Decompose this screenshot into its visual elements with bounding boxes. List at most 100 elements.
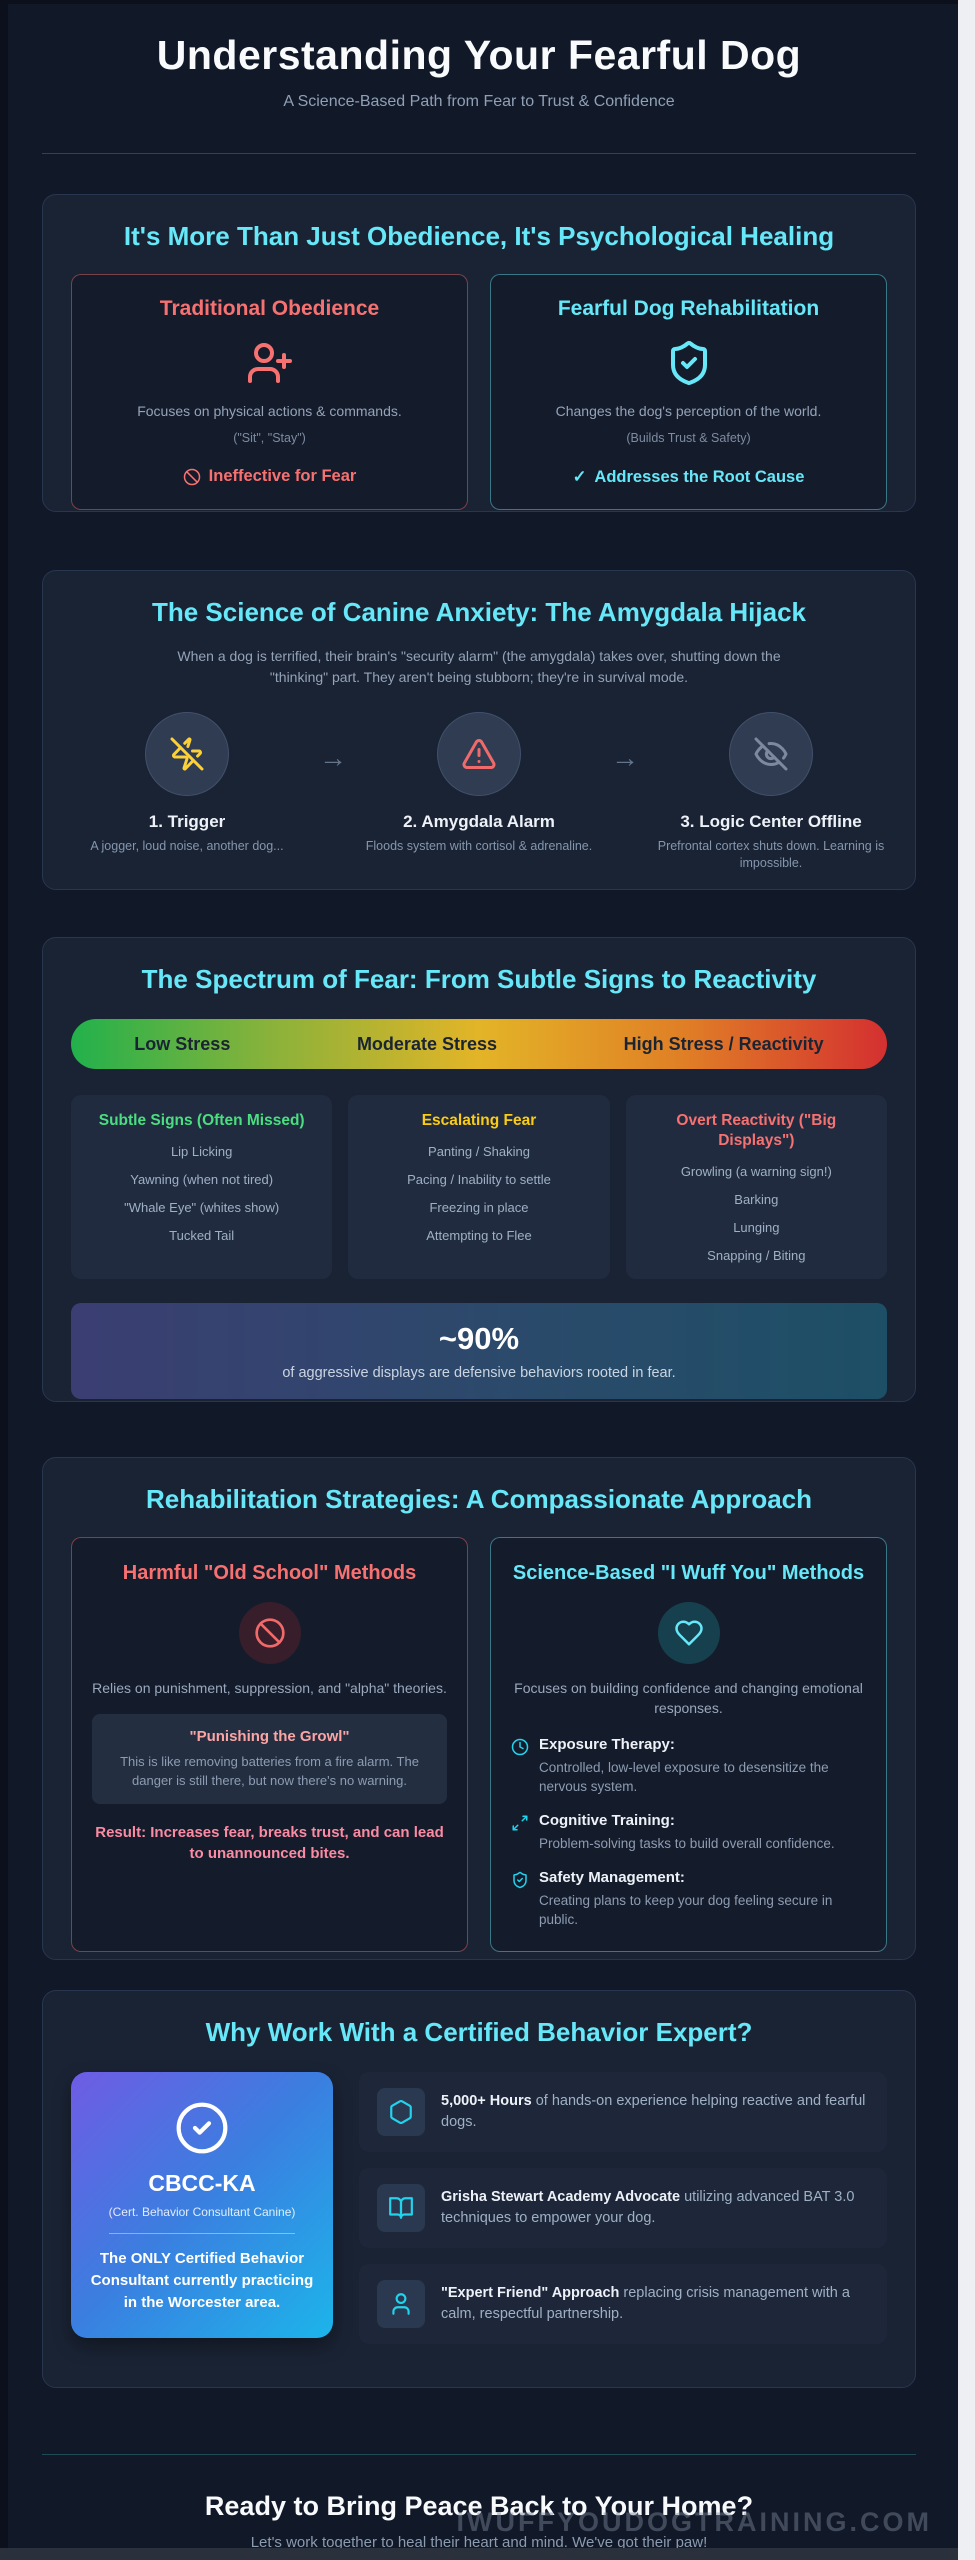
heart-icon [657,1602,720,1664]
section-amygdala-hijack: The Science of Canine Anxiety: The Amygd… [42,570,916,890]
shield-check-icon [511,1871,529,1929]
list-item: Lunging [733,1220,780,1235]
alert-triangle-icon [437,712,521,796]
callout-title: "Punishing the Growl" [189,1728,350,1745]
section-obedience-vs-rehab: It's More Than Just Obedience, It's Psyc… [42,194,916,512]
infographic-poster: Understanding Your Fearful Dog A Science… [0,0,958,2548]
list-item: Freezing in place [429,1200,529,1215]
point-rest: utilizing advanced BAT 3.0 techniques to… [441,2189,855,2226]
point-academy: Grisha Stewart Academy Advocate utilizin… [359,2168,887,2248]
point-text: 5,000+ Hours of hands-on experience help… [441,2091,869,2133]
card-title: Traditional Obedience [159,297,380,320]
card-verdict-positive: ✓ Addresses the Root Cause [511,467,866,487]
shield-check-icon [665,339,713,387]
stress-gradient-bar: Low Stress Moderate Stress High Stress /… [71,1019,887,1069]
point-text: "Expert Friend" Approach replacing crisi… [441,2283,869,2325]
footer-subtitle: Let's work together to heal their heart … [250,2534,708,2548]
check-icon: ✓ [572,468,587,486]
list-item: Growling (a warning sign!) [680,1164,832,1179]
step-logic-offline: 3. Logic Center Offline Prefrontal corte… [657,712,885,872]
step-label: 1. Trigger [148,812,226,831]
arrow-right-icon: → [611,742,639,773]
card-body: Relies on punishment, suppression, and "… [92,1680,447,1696]
section-intro: When a dog is terrified, their brain's "… [177,648,781,685]
circle-check-icon [174,2100,230,2156]
point-bold: "Expert Friend" Approach [441,2285,620,2301]
method-label: Cognitive Training: [539,1812,675,1829]
card-harmful-methods: Harmful "Old School" Methods Relies on p… [71,1537,468,1952]
card-verdict-negative: Ineffective for Fear [92,467,447,486]
bar-label-high: High Stress / Reactivity [623,1033,824,1054]
card-title: Harmful "Old School" Methods [122,1562,417,1584]
point-hours: 5,000+ Hours of hands-on experience help… [359,2072,887,2152]
step-trigger: 1. Trigger A jogger, loud noise, another… [73,712,301,855]
card-body: Changes the dog's perception of the worl… [555,403,822,419]
book-open-icon [377,2184,425,2232]
bar-label-moderate: Moderate Stress [356,1033,497,1054]
list-item: Pacing / Inability to settle [407,1172,551,1187]
footer-title: Ready to Bring Peace Back to Your Home? [204,2491,754,2521]
list-item: Lip Licking [170,1144,233,1159]
column-subtle-signs: Subtle Signs (Often Missed) Lip Licking … [71,1095,333,1279]
ban-icon [238,1602,301,1664]
method-exposure-therapy: Exposure Therapy: Controlled, low-level … [511,1736,866,1796]
section-title: The Spectrum of Fear: From Subtle Signs … [141,964,817,994]
statistic-banner: ~90% of aggressive displays are defensiv… [71,1303,887,1399]
list-item: Panting / Shaking [428,1144,530,1159]
zap-off-icon [145,712,229,796]
section-certified-expert: Why Work With a Certified Behavior Exper… [42,1990,916,2388]
list-item: Snapping / Biting [707,1248,806,1263]
method-label: Exposure Therapy: [539,1736,675,1753]
section-title: Why Work With a Certified Behavior Exper… [205,2017,753,2047]
ban-icon [183,468,201,486]
list-item: Attempting to Flee [426,1228,532,1243]
credential-meaning: (Cert. Behavior Consultant Canine) [108,2205,296,2219]
expert-points: 5,000+ Hours of hands-on experience help… [359,2072,887,2360]
point-rest: of hands-on experience helping reactive … [441,2093,866,2130]
section-spectrum-of-fear: The Spectrum of Fear: From Subtle Signs … [42,937,916,1402]
section-title: It's More Than Just Obedience, It's Psyc… [123,221,835,251]
column-escalating-fear: Escalating Fear Panting / Shaking Pacing… [348,1095,610,1279]
credential-divider [109,2233,295,2234]
credential-claim: The ONLY Certified Behavior Consultant c… [90,2250,314,2311]
point-rest: replacing crisis management with a calm,… [441,2285,850,2322]
page-subtitle: A Science-Based Path from Fear to Trust … [283,93,675,110]
callout-punishing-the-growl: "Punishing the Growl" This is like remov… [92,1714,447,1804]
point-text: Grisha Stewart Academy Advocate utilizin… [441,2187,869,2229]
point-bold: 5,000+ Hours [441,2093,532,2109]
list-item: "Whale Eye" (whites show) [124,1200,280,1215]
statistic-value: ~90% [438,1321,520,1356]
method-description: Creating plans to keep your dog feeling … [539,1893,833,1927]
credential-card: CBCC-KA (Cert. Behavior Consultant Canin… [71,2072,333,2338]
callout-body: This is like removing batteries from a f… [120,1754,419,1788]
column-overt-reactivity: Overt Reactivity ("Big Displays") Growli… [625,1095,887,1279]
clock-icon [511,1738,529,1796]
list-item: Tucked Tail [169,1228,235,1243]
bar-label-low: Low Stress [134,1033,231,1054]
expand-icon [511,1814,529,1853]
card-body: Focuses on physical actions & commands. [137,403,402,419]
eye-off-icon [729,712,813,796]
column-title: Subtle Signs (Often Missed) [98,1112,305,1129]
header-divider [42,153,916,154]
card-subtext: (Builds Trust & Safety) [626,431,751,445]
card-title: Fearful Dog Rehabilitation [557,297,820,320]
step-caption: Floods system with cortisol & adrenaline… [365,839,593,853]
list-item: Barking [734,1192,779,1207]
card-fearful-dog-rehab: Fearful Dog Rehabilitation Changes the d… [490,274,887,510]
point-expert-friend: "Expert Friend" Approach replacing crisi… [359,2264,887,2344]
step-label: 2. Amygdala Alarm [403,812,555,831]
step-amygdala-alarm: 2. Amygdala Alarm Floods system with cor… [365,712,593,855]
footer-divider [42,2454,916,2455]
method-description: Problem-solving tasks to build overall c… [539,1836,835,1851]
method-description: Controlled, low-level exposure to desens… [539,1760,829,1794]
bottom-edge-strip [0,2548,958,2560]
site-watermark: IWUFFYOUDOGTRAINING.COM [456,2507,932,2537]
credential-acronym: CBCC-KA [148,2170,256,2196]
section-rehabilitation-strategies: Rehabilitation Strategies: A Compassiona… [42,1457,916,1960]
list-item: Yawning (when not tired) [130,1172,274,1187]
method-label: Safety Management: [539,1869,685,1886]
card-body: Focuses on building confidence and chang… [514,1680,863,1716]
card-subtext: ("Sit", "Stay") [233,431,306,445]
user-plus-icon [246,339,294,387]
